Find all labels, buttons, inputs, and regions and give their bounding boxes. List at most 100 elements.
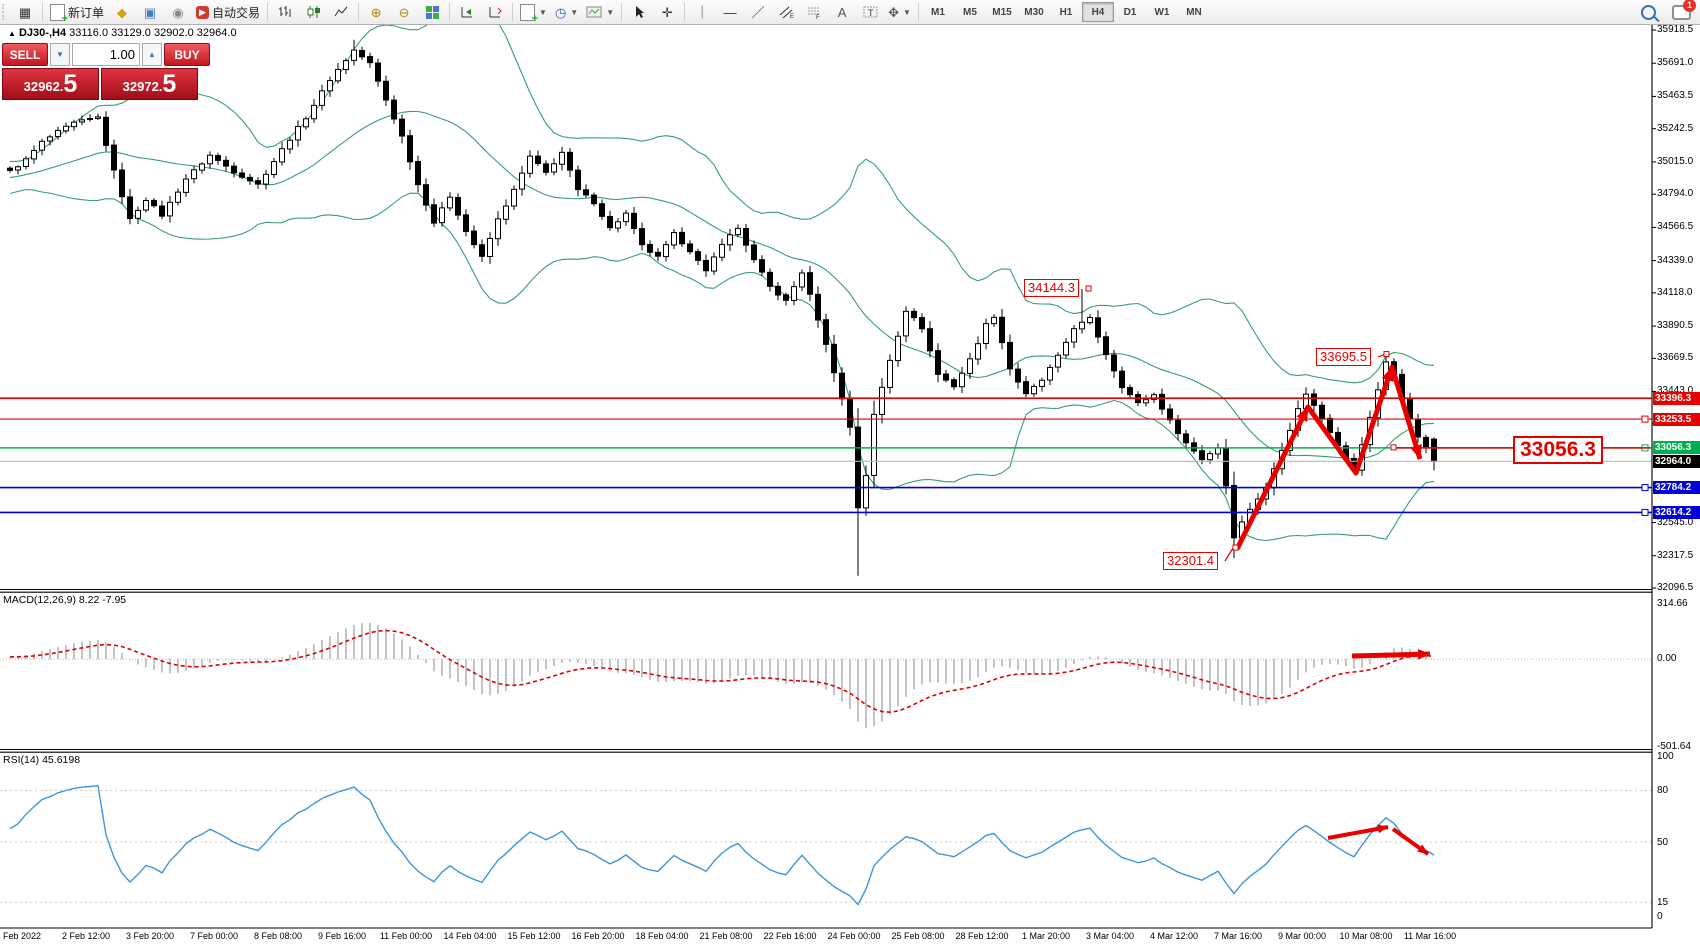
template-button[interactable]: ▼ (582, 1, 618, 23)
time-tick: 25 Feb 08:00 (891, 931, 945, 941)
bar-chart-button[interactable] (271, 1, 299, 23)
toolbar-grip[interactable] (2, 4, 9, 20)
zoom-out-button[interactable]: ⊖ (390, 1, 418, 23)
sell-price-display[interactable]: 32962. 5 (2, 68, 99, 100)
toolbar-right: 1 (1634, 0, 1700, 23)
fibonacci-icon: F (807, 7, 820, 19)
buy-button[interactable]: BUY (164, 43, 210, 66)
macd-tick: 0.00 (1657, 653, 1677, 665)
sell-button[interactable]: SELL (2, 43, 48, 66)
chevron-down-icon: ▼ (539, 7, 547, 17)
channel-button[interactable]: E (772, 1, 800, 23)
symbol-period: DJ30-,H4 (18, 27, 67, 39)
chart-shift-button[interactable] (481, 1, 509, 23)
template-icon (586, 6, 602, 18)
volume-up-button[interactable]: ▲ (142, 43, 162, 66)
volume-input[interactable] (72, 43, 140, 66)
vertical-line-button[interactable]: ｜ (688, 1, 716, 23)
metaeditor-button[interactable]: ▣ (136, 1, 164, 23)
timeframe-h1[interactable]: H1 (1059, 6, 1073, 18)
price-tick: 32545.0 (1657, 516, 1694, 528)
broom-icon: ◆ (117, 4, 128, 20)
price-tick: 33669.5 (1657, 352, 1694, 364)
timeframe-toolbar: M1 M5 M15 M30 H1 H4 D1 W1 MN (922, 2, 1210, 22)
timeframe-m5[interactable]: M5 (963, 6, 977, 18)
timeframe-m30[interactable]: M30 (1024, 6, 1044, 18)
timeframe-m1[interactable]: M1 (931, 6, 945, 18)
buy-price-big: 5 (162, 70, 177, 98)
ohlc-close: 32964.0 (196, 27, 237, 39)
price-tick: 35463.5 (1657, 90, 1694, 102)
fibonacci-button[interactable]: F (800, 1, 828, 23)
zoom-in-button[interactable]: ⊕ (362, 1, 390, 23)
tile-windows-icon (425, 5, 439, 19)
time-tick: 3 Mar 04:00 (1085, 931, 1135, 941)
toolbar-separator (512, 3, 514, 21)
new-order-label: 新订单 (68, 5, 105, 20)
annotation-big-price-label[interactable]: 33056.3 (1513, 436, 1603, 464)
arrows-button[interactable]: ✥ ▼ (884, 1, 915, 23)
tile-windows-button[interactable] (418, 1, 446, 23)
line-chart-button[interactable] (327, 1, 355, 23)
trendline-button[interactable]: ／ (744, 1, 772, 23)
auto-scroll-button[interactable] (453, 1, 481, 23)
signal-button[interactable]: ◉ (164, 1, 192, 23)
time-tick: 8 Feb 08:00 (253, 931, 303, 941)
price-tick: 34339.0 (1657, 254, 1694, 266)
timeframe-h4[interactable]: H4 (1081, 2, 1114, 22)
toolbar-separator (449, 3, 451, 21)
time-tick: 9 Mar 00:00 (1277, 931, 1327, 941)
new-chart-button[interactable]: ▼ (516, 1, 551, 25)
volume-down-button[interactable]: ▼ (50, 43, 70, 66)
svg-text:F: F (816, 15, 820, 19)
annotation-price-label[interactable]: 33695.5 (1316, 348, 1371, 366)
new-order-icon (50, 3, 68, 25)
timeframe-d1[interactable]: D1 (1123, 6, 1137, 18)
horizontal-line-button[interactable]: — (716, 1, 744, 23)
horizontal-line-icon: — (723, 4, 737, 20)
price-tick: 34566.5 (1657, 221, 1694, 233)
signal-icon: ◉ (172, 4, 184, 20)
cursor-button[interactable] (625, 1, 653, 23)
text-button[interactable]: A (828, 1, 856, 23)
time-tick: 22 Feb 16:00 (763, 931, 817, 941)
search-button[interactable] (1634, 1, 1662, 23)
price-tick: 32317.5 (1657, 549, 1694, 561)
main-toolbar: ▦ 新订单 ◆ ▣ ◉ ▶ 自动交易 ⊕ ⊖ ▼ ◷▼ ▼ ✛ ｜ — ／ (0, 0, 1700, 25)
crosshair-button[interactable]: ✛ (653, 1, 681, 23)
charts-icon[interactable]: ▦ (11, 1, 39, 23)
time-tick: 16 Feb 20:00 (571, 931, 625, 941)
candlestick-chart-button[interactable] (299, 1, 327, 23)
metaeditor-icon: ▣ (143, 4, 157, 20)
crosshair-icon: ✛ (661, 4, 673, 20)
time-tick: 14 Feb 04:00 (443, 931, 497, 941)
timeframe-mn[interactable]: MN (1186, 6, 1202, 18)
autotrade-button[interactable]: ▶ 自动交易 (192, 1, 264, 23)
period-button[interactable]: ◷ ▼ (551, 1, 582, 23)
new-order-button[interactable]: 新订单 (46, 1, 108, 25)
buy-price-display[interactable]: 32972. 5 (101, 68, 198, 100)
price-badge: 32614.2 (1653, 505, 1700, 519)
rsi-line (9, 784, 1435, 906)
time-tick: 10 Mar 08:00 (1339, 931, 1393, 941)
text-icon: A (837, 4, 847, 20)
notifications-button[interactable]: 1 (1672, 0, 1696, 20)
rsi-label: RSI(14) 45.6198 (3, 754, 81, 766)
notification-badge: 1 (1683, 0, 1696, 12)
broom-button[interactable]: ◆ (108, 1, 136, 23)
timeframe-w1[interactable]: W1 (1154, 6, 1170, 18)
chart-shift-icon (489, 7, 502, 18)
macd-label: MACD(12,26,9) 8.22 -7.95 (3, 594, 127, 606)
chart-ohlc-header: ▲ DJ30-,H4 33116.0 33129.0 32902.0 32964… (8, 27, 237, 39)
toolbar-separator (621, 3, 623, 21)
trendline-icon: ／ (751, 4, 765, 20)
time-tick: 7 Mar 16:00 (1213, 931, 1263, 941)
annotation-price-label[interactable]: 32301.4 (1163, 552, 1218, 570)
price-badge: 32964.0 (1653, 454, 1700, 468)
text-label-button[interactable]: T (856, 1, 884, 23)
timeframe-m15[interactable]: M15 (992, 6, 1012, 18)
autotrade-icon: ▶ (196, 5, 210, 19)
annotation-price-label[interactable]: 34144.3 (1024, 279, 1079, 297)
